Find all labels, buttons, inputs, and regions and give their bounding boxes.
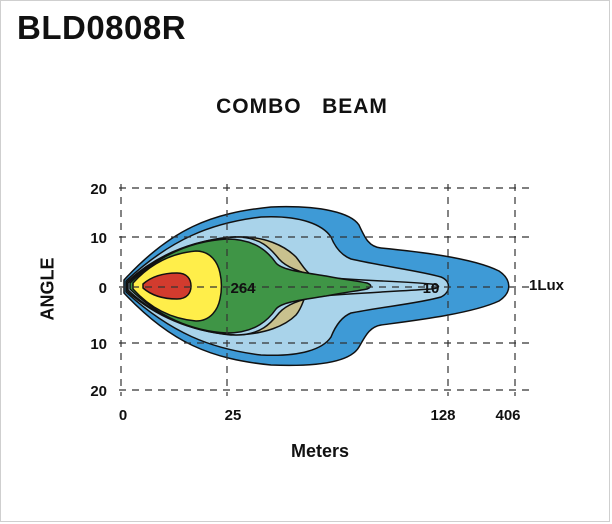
beam-zone-7 xyxy=(142,272,192,300)
x-tick-label: 406 xyxy=(495,407,520,424)
x-axis-label: Meters xyxy=(291,441,350,461)
chart-title: COMBO BEAM xyxy=(216,95,388,118)
y-tick-label: 0 xyxy=(99,280,107,297)
data-labels: 1Lux 10 264 xyxy=(230,277,564,297)
x-tick-label: 0 xyxy=(119,407,127,424)
y-tick-label: 20 xyxy=(90,383,107,400)
lux-label-10: 10 xyxy=(423,280,440,297)
grid-lines xyxy=(119,184,529,396)
product-title: BLD0808R xyxy=(17,9,187,46)
y-tick-label: 20 xyxy=(90,181,107,198)
lux-label-264: 264 xyxy=(230,280,256,297)
x-tick-label: 128 xyxy=(430,407,455,424)
tick-labels: 0 25 128 406 20 10 0 10 20 xyxy=(90,181,520,424)
y-axis-label: ANGLE xyxy=(37,257,58,321)
beam-zones xyxy=(123,205,510,367)
y-tick-label: 10 xyxy=(90,336,107,353)
lux-label-1lux: 1Lux xyxy=(529,277,565,294)
y-tick-label: 10 xyxy=(90,230,107,247)
x-tick-label: 25 xyxy=(225,407,242,424)
